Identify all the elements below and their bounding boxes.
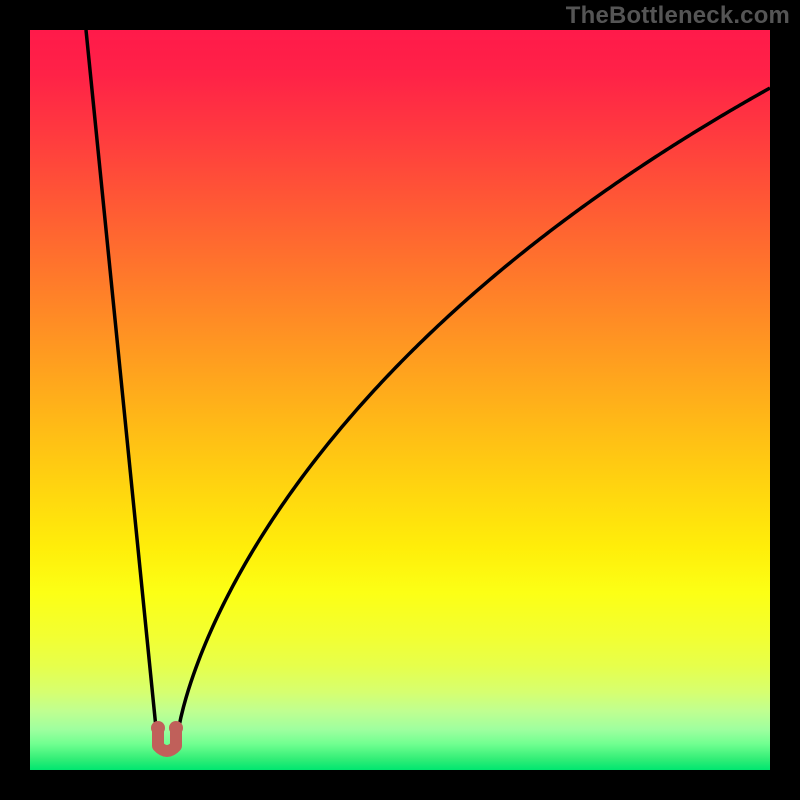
- gradient-background: [30, 30, 770, 770]
- watermark-text: TheBottleneck.com: [566, 2, 790, 30]
- chart-frame: TheBottleneck.com: [0, 0, 800, 800]
- bottleneck-chart: [0, 0, 800, 800]
- marker-dot-left: [151, 721, 165, 735]
- marker-dot-right: [169, 721, 183, 735]
